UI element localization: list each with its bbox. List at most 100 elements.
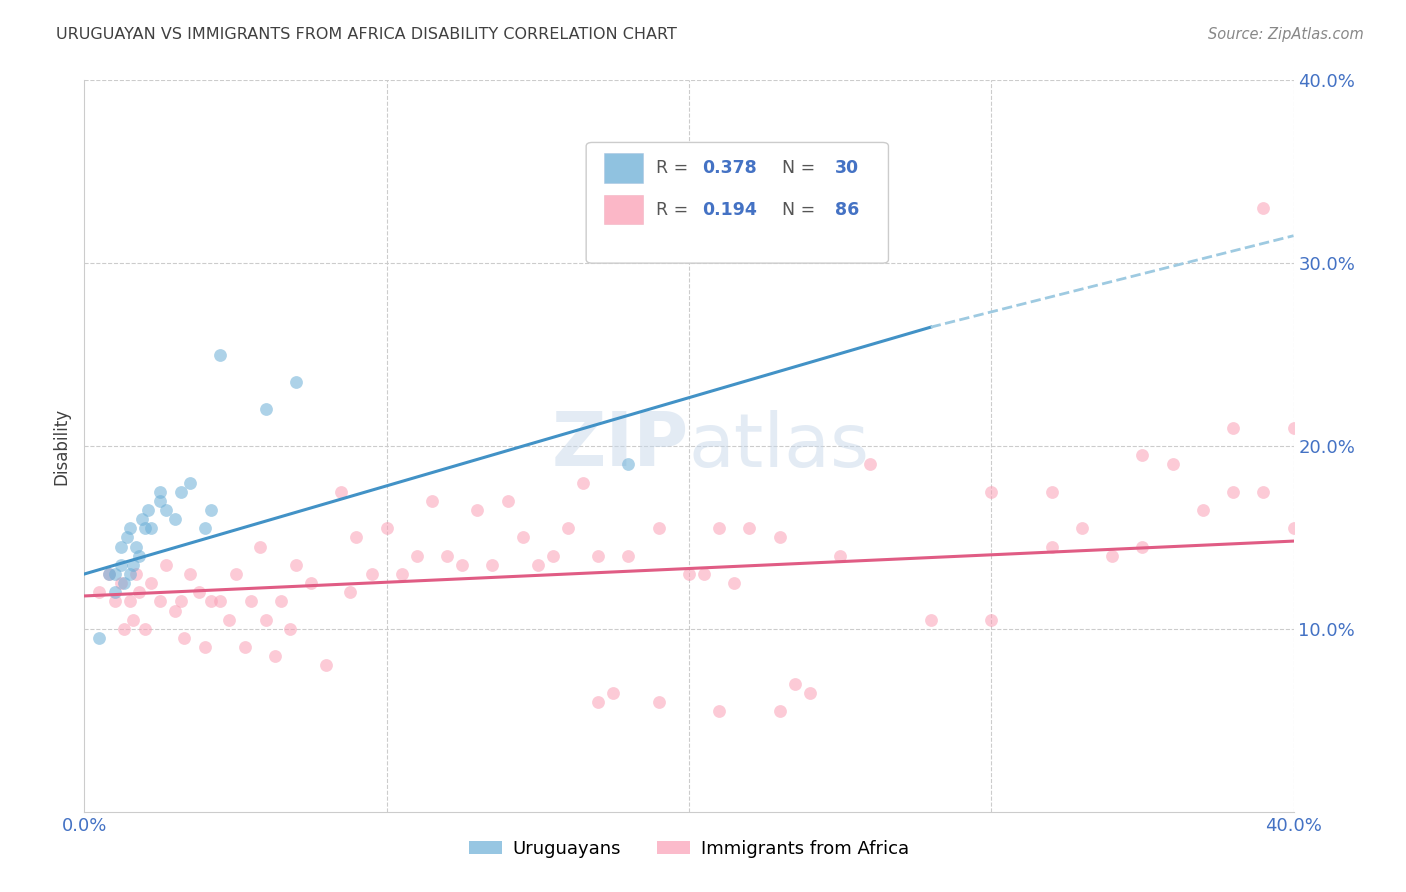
Point bbox=[557, 521, 579, 535]
Point bbox=[391, 567, 413, 582]
Point bbox=[278, 622, 301, 636]
Text: 86: 86 bbox=[835, 201, 859, 219]
Point bbox=[920, 613, 942, 627]
Point bbox=[128, 585, 150, 599]
Point bbox=[678, 567, 700, 582]
Point bbox=[1040, 540, 1063, 554]
Point bbox=[110, 558, 132, 572]
Point bbox=[149, 594, 172, 608]
Point bbox=[110, 540, 132, 554]
FancyBboxPatch shape bbox=[586, 143, 889, 263]
Point bbox=[769, 704, 792, 718]
Point bbox=[97, 567, 120, 582]
Y-axis label: Disability: Disability bbox=[52, 408, 70, 484]
Point bbox=[602, 686, 624, 700]
Point bbox=[481, 558, 503, 572]
Point bbox=[541, 549, 564, 563]
Point bbox=[588, 695, 610, 709]
Point bbox=[648, 695, 671, 709]
Point bbox=[155, 503, 177, 517]
Point bbox=[139, 576, 162, 591]
Point bbox=[783, 676, 806, 690]
Point bbox=[89, 631, 111, 645]
Point bbox=[769, 174, 792, 188]
Point bbox=[128, 549, 150, 563]
FancyBboxPatch shape bbox=[605, 194, 643, 225]
FancyBboxPatch shape bbox=[605, 153, 643, 183]
Point bbox=[512, 530, 534, 544]
Point bbox=[239, 594, 262, 608]
Point bbox=[165, 603, 187, 617]
Point bbox=[1071, 521, 1094, 535]
Point bbox=[299, 576, 322, 591]
Point bbox=[125, 567, 148, 582]
Point bbox=[118, 567, 141, 582]
Point bbox=[1253, 201, 1275, 215]
Point bbox=[110, 576, 132, 591]
Point bbox=[225, 567, 247, 582]
Point bbox=[170, 594, 193, 608]
Point bbox=[769, 530, 792, 544]
Text: Source: ZipAtlas.com: Source: ZipAtlas.com bbox=[1208, 27, 1364, 42]
Text: 0.194: 0.194 bbox=[702, 201, 756, 219]
Point bbox=[709, 521, 731, 535]
Point bbox=[467, 503, 489, 517]
Text: URUGUAYAN VS IMMIGRANTS FROM AFRICA DISABILITY CORRELATION CHART: URUGUAYAN VS IMMIGRANTS FROM AFRICA DISA… bbox=[56, 27, 678, 42]
Text: 30: 30 bbox=[835, 159, 859, 177]
Text: R =: R = bbox=[657, 159, 695, 177]
Point bbox=[451, 558, 474, 572]
Point bbox=[254, 613, 277, 627]
Point bbox=[588, 549, 610, 563]
Point bbox=[1130, 540, 1153, 554]
Point bbox=[315, 658, 337, 673]
Point bbox=[200, 594, 222, 608]
Point bbox=[121, 613, 143, 627]
Point bbox=[249, 540, 271, 554]
Point bbox=[285, 558, 308, 572]
Point bbox=[1192, 503, 1215, 517]
Point bbox=[149, 494, 172, 508]
Point bbox=[112, 622, 135, 636]
Point bbox=[1253, 484, 1275, 499]
Point bbox=[188, 585, 211, 599]
Point bbox=[134, 521, 156, 535]
Point bbox=[1282, 421, 1305, 435]
Point bbox=[572, 475, 595, 490]
Text: 0.378: 0.378 bbox=[702, 159, 756, 177]
Point bbox=[155, 558, 177, 572]
Point bbox=[406, 549, 429, 563]
Point bbox=[980, 484, 1002, 499]
Point bbox=[149, 484, 172, 499]
Text: N =: N = bbox=[770, 159, 821, 177]
Point bbox=[709, 704, 731, 718]
Text: atlas: atlas bbox=[689, 409, 870, 483]
Point bbox=[496, 494, 519, 508]
Point bbox=[263, 649, 285, 664]
Legend: Uruguayans, Immigrants from Africa: Uruguayans, Immigrants from Africa bbox=[463, 832, 915, 865]
Point bbox=[859, 457, 882, 471]
Point bbox=[339, 585, 361, 599]
Point bbox=[112, 576, 135, 591]
Point bbox=[118, 594, 141, 608]
Point bbox=[1222, 421, 1244, 435]
Point bbox=[200, 503, 222, 517]
Point bbox=[179, 475, 201, 490]
Point bbox=[830, 549, 852, 563]
Point bbox=[179, 567, 201, 582]
Point bbox=[194, 521, 217, 535]
Point bbox=[233, 640, 256, 655]
Point bbox=[1282, 521, 1305, 535]
Point bbox=[104, 567, 127, 582]
Point bbox=[648, 521, 671, 535]
Point bbox=[1222, 484, 1244, 499]
Point bbox=[436, 549, 458, 563]
Point bbox=[617, 549, 640, 563]
Point bbox=[360, 567, 382, 582]
Point bbox=[330, 484, 353, 499]
Point bbox=[104, 585, 127, 599]
Point bbox=[1040, 484, 1063, 499]
Point bbox=[420, 494, 443, 508]
Point bbox=[693, 567, 716, 582]
Point bbox=[346, 530, 368, 544]
Point bbox=[209, 347, 232, 362]
